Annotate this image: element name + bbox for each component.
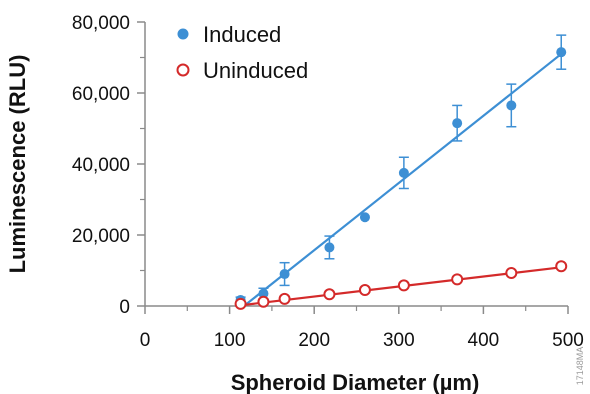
data-point <box>358 284 371 297</box>
legend-label: Uninduced <box>203 58 308 83</box>
x-axis-title: Spheroid Diameter (µm) <box>231 370 480 394</box>
data-point <box>359 212 370 223</box>
y-tick-label: 20,000 <box>72 226 130 247</box>
data-point <box>555 260 568 273</box>
data-point <box>234 297 247 310</box>
y-tick-label: 0 <box>119 297 130 318</box>
legend-label: Induced <box>203 22 281 47</box>
series-layer <box>234 34 568 310</box>
figure-code: 17148MA <box>575 347 585 386</box>
data-point <box>324 242 335 253</box>
series-induced <box>235 34 567 307</box>
data-point <box>398 167 409 178</box>
x-tick-label: 400 <box>468 330 500 351</box>
y-tick-label: 40,000 <box>72 155 130 176</box>
y-tick-label: 80,000 <box>72 13 130 34</box>
y-axis-ticks: 0 20,000 40,000 60,000 80,000 <box>72 13 145 318</box>
x-tick-label: 500 <box>552 330 584 351</box>
legend-marker <box>177 28 189 40</box>
fit-line <box>243 53 562 307</box>
data-point <box>397 279 410 292</box>
data-point <box>279 269 290 280</box>
legend: Induced Uninduced <box>176 22 308 83</box>
data-point <box>452 118 463 129</box>
data-point <box>506 100 517 111</box>
legend-marker <box>176 63 190 77</box>
x-tick-label: 300 <box>383 330 415 351</box>
y-axis-title: Luminescence (RLU) <box>5 55 30 274</box>
data-point <box>278 292 291 305</box>
x-tick-label: 100 <box>214 330 246 351</box>
data-point <box>323 288 336 301</box>
x-tick-label: 0 <box>140 330 151 351</box>
data-point <box>257 295 270 308</box>
x-tick-label: 200 <box>298 330 330 351</box>
data-point <box>451 273 464 286</box>
series-uninduced <box>234 260 568 310</box>
data-point <box>258 288 269 299</box>
y-tick-label: 60,000 <box>72 84 130 105</box>
data-point <box>556 47 567 58</box>
x-axis-ticks: 0 100 200 300 400 500 <box>140 306 584 351</box>
data-point <box>505 266 518 279</box>
